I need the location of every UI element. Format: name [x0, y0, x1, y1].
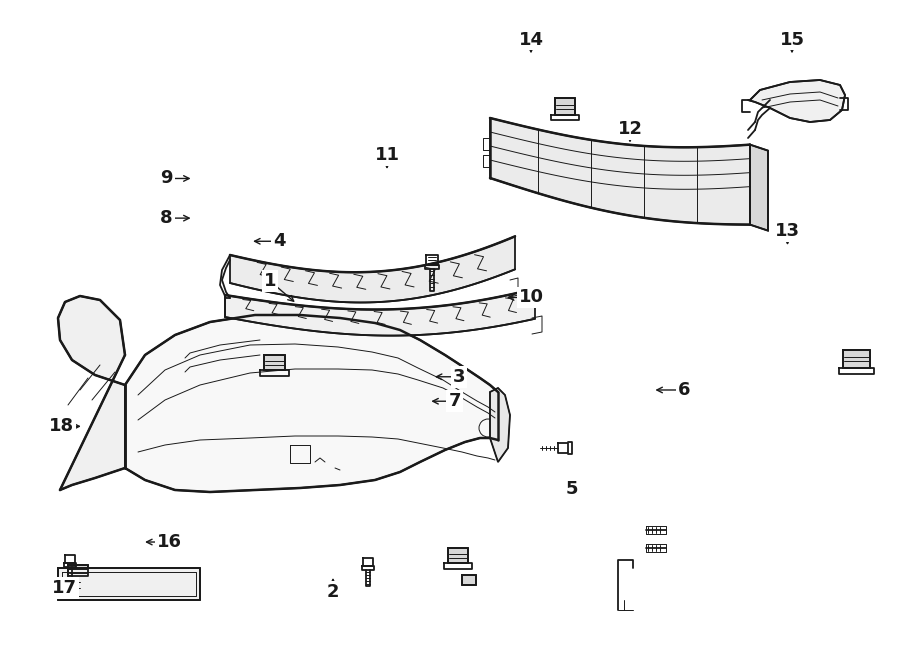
- Polygon shape: [748, 80, 845, 122]
- Text: 8: 8: [160, 209, 173, 227]
- Text: 6: 6: [678, 381, 690, 399]
- Text: 11: 11: [374, 146, 400, 165]
- Polygon shape: [843, 350, 870, 368]
- Text: 10: 10: [518, 288, 544, 307]
- Text: 15: 15: [779, 30, 805, 49]
- Polygon shape: [490, 388, 510, 462]
- Polygon shape: [58, 568, 200, 600]
- Text: 16: 16: [157, 533, 182, 551]
- Polygon shape: [58, 296, 125, 490]
- Text: 12: 12: [617, 120, 643, 138]
- Text: 14: 14: [518, 30, 544, 49]
- Text: 4: 4: [273, 232, 285, 251]
- Polygon shape: [750, 145, 768, 231]
- Polygon shape: [448, 548, 468, 563]
- Polygon shape: [125, 315, 498, 492]
- Polygon shape: [490, 118, 750, 225]
- Text: 17: 17: [52, 579, 77, 598]
- Polygon shape: [264, 355, 285, 370]
- Text: 5: 5: [565, 480, 578, 498]
- Polygon shape: [225, 289, 535, 336]
- Text: 1: 1: [264, 272, 276, 290]
- Polygon shape: [555, 98, 575, 115]
- Text: 7: 7: [448, 392, 461, 410]
- Polygon shape: [462, 575, 476, 585]
- Text: 18: 18: [49, 417, 74, 436]
- Text: 13: 13: [775, 222, 800, 241]
- Text: 2: 2: [327, 582, 339, 601]
- Polygon shape: [230, 237, 515, 303]
- Text: 9: 9: [160, 169, 173, 188]
- Polygon shape: [68, 565, 88, 576]
- Text: 3: 3: [453, 368, 465, 386]
